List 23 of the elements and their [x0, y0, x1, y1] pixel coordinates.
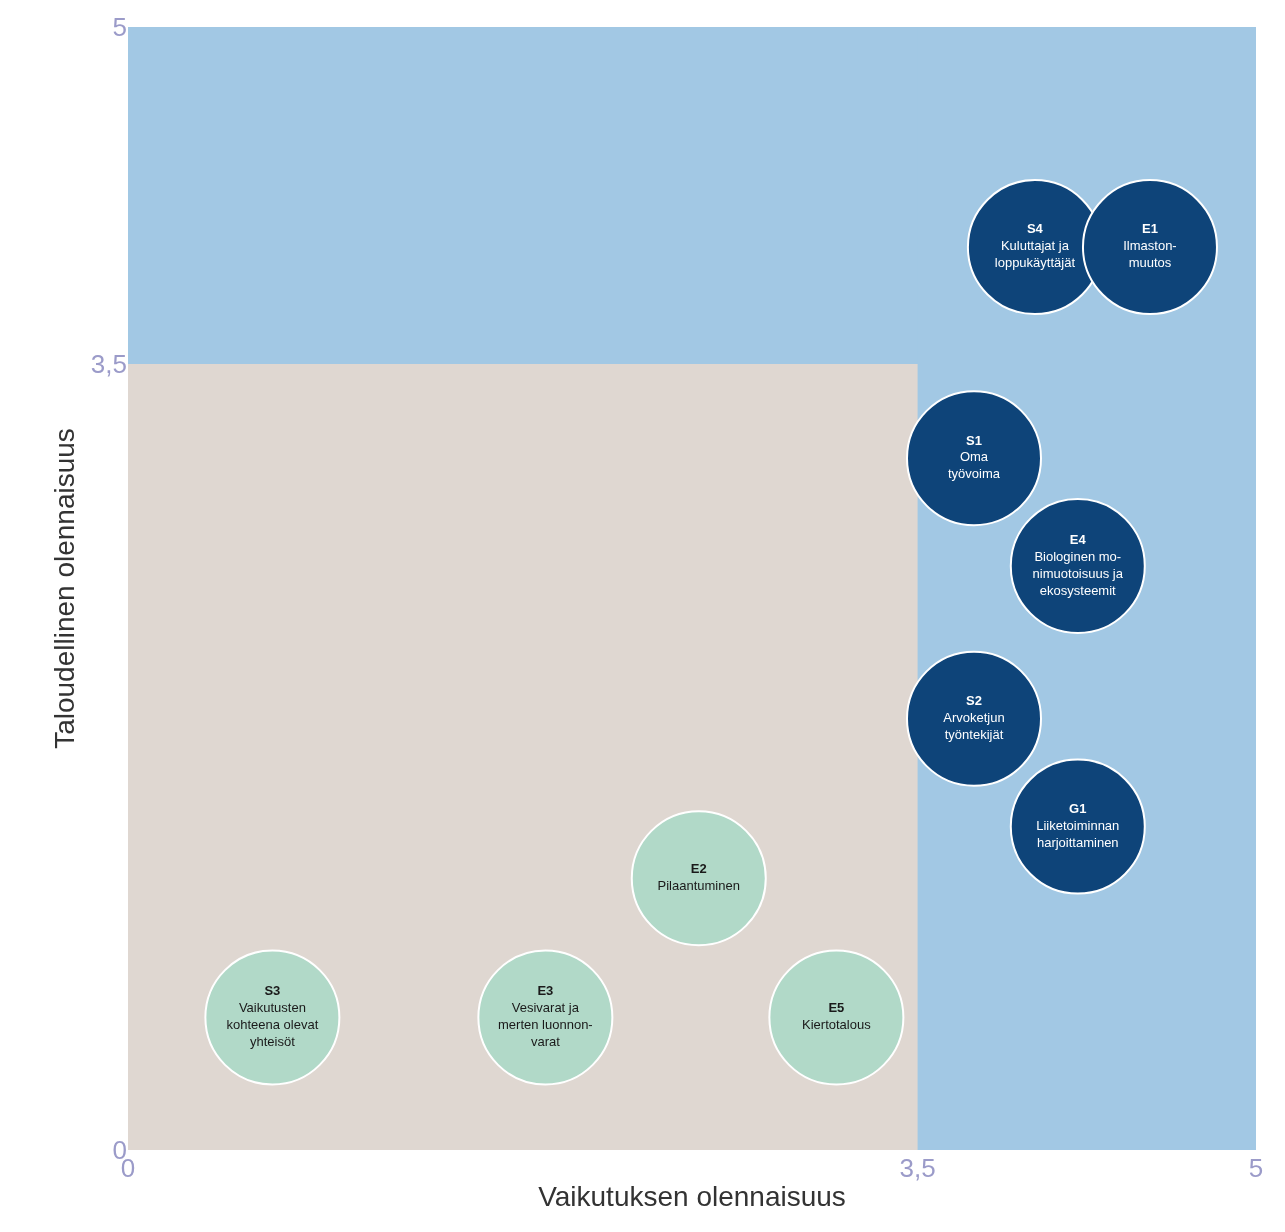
- data-label: E5 Kiertotalous: [802, 1000, 872, 1033]
- data-label: S2 Arvoketjun työntekijät: [943, 693, 1005, 742]
- point: [768, 949, 905, 1086]
- x-tick-label: 3,5: [899, 1153, 936, 1183]
- point: [906, 390, 1042, 527]
- x-tick-label: 5: [1248, 1153, 1264, 1183]
- data-label: S4 Kuluttajat ja loppukäyttäjät: [994, 221, 1076, 271]
- data-label: E3 Vesivarat ja merten luonnon- varat: [498, 983, 593, 1050]
- y-tick-label: 5: [112, 12, 127, 43]
- point: [1082, 179, 1218, 316]
- point: [906, 650, 1042, 787]
- data-label: S3 Vaikutusten kohteena olevat yhteisöt: [226, 983, 319, 1050]
- data-label: E2 Pilaantuminen: [657, 861, 740, 893]
- point: [630, 810, 767, 947]
- y-tick-label: 3,5: [90, 349, 127, 379]
- x-axis-title: Vaikutuksen olennaisuus: [538, 1181, 846, 1213]
- data-label: E4 Biologinen mo- nimuotoisuus ja ekosysteemit: [1032, 531, 1124, 598]
- data-label: S1 Oma työvoima: [947, 432, 1001, 482]
- point: [1009, 758, 1146, 895]
- point: [477, 949, 614, 1086]
- data-label: E1 Ilmaston- muutos: [1123, 221, 1177, 271]
- y-axis-title: Taloudellinen olennaisuus: [48, 428, 80, 749]
- data-label: G1 Liiketoiminnan harjoittaminen: [1036, 800, 1120, 850]
